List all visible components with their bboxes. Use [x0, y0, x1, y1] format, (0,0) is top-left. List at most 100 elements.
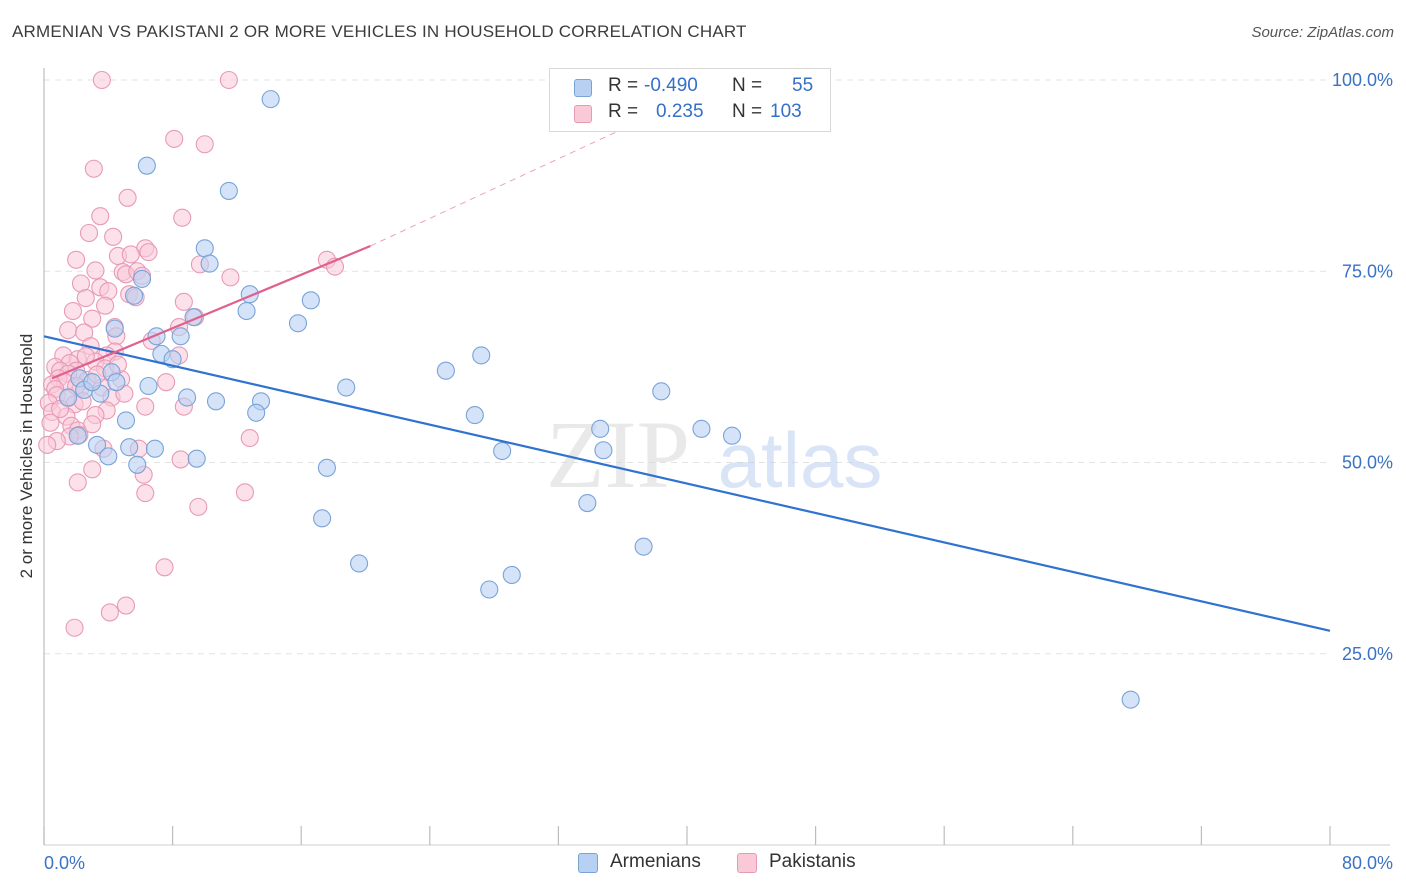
armenians-point: [200, 254, 219, 273]
pakistanis-point: [118, 188, 137, 207]
pakistanis-point: [195, 135, 214, 154]
x-tick-label: 0.0%: [44, 853, 85, 873]
pakistanis-point: [38, 435, 57, 454]
pakistanis-point: [136, 397, 155, 416]
pakistanis-point: [100, 603, 119, 622]
armenians-point: [195, 239, 214, 258]
armenians-point: [128, 455, 147, 474]
pakistanis-point: [68, 473, 87, 492]
pakistanis-legend-swatch: [737, 853, 757, 873]
pakistanis-point: [221, 268, 240, 287]
pakistanis-points: [38, 70, 345, 637]
armenians-point: [178, 388, 197, 407]
armenians-point: [139, 376, 158, 396]
legend-r-label: R =: [608, 101, 639, 122]
armenians-swatch: [574, 79, 592, 97]
pakistanis-point: [41, 413, 60, 432]
pakistanis-point: [63, 301, 82, 321]
y-tick-label: 50.0%: [1342, 453, 1393, 473]
pakistanis-swatch: [574, 105, 592, 123]
x-tick-label: 80.0%: [1342, 853, 1393, 873]
legend-n-value: 55: [792, 75, 814, 96]
pakistanis-point: [155, 558, 174, 577]
armenians-point: [133, 269, 152, 288]
armenians-point: [350, 554, 369, 573]
pakistanis-legend-label: Pakistanis: [769, 851, 856, 872]
pakistanis-point: [84, 159, 103, 178]
pakistanis-point: [173, 208, 192, 227]
pakistanis-point: [65, 618, 84, 637]
source-label: Source: ZipAtlas.com: [1251, 24, 1394, 41]
watermark: ZIP atlas: [546, 401, 882, 508]
armenians-point: [480, 580, 499, 599]
armenians-point: [105, 319, 124, 338]
armenians-point: [288, 314, 308, 333]
armenians-legend-label: Armenians: [610, 851, 701, 872]
pakistanis-point: [91, 207, 110, 226]
armenians-points: [59, 90, 1140, 709]
armenians-point: [591, 419, 610, 438]
armenians-point: [68, 426, 87, 445]
series-legend: Armenians Pakistanis: [0, 850, 1406, 880]
armenians-point: [87, 435, 107, 454]
pakistanis-point: [59, 321, 78, 340]
y-axis-label: 2 or more Vehicles in Household: [17, 334, 36, 579]
armenians-point: [634, 537, 653, 556]
pakistanis-point: [157, 373, 176, 392]
pakistanis-point: [174, 292, 193, 311]
armenians-point: [83, 373, 102, 392]
armenians-point: [206, 392, 226, 411]
pakistanis-point: [171, 450, 190, 469]
pakistanis-point: [83, 460, 102, 479]
armenians-point: [692, 419, 711, 438]
legend-n-label: N =: [732, 75, 763, 96]
legend-r-value: -0.490: [644, 75, 698, 96]
legend-r-value: 0.235: [656, 101, 704, 122]
pakistanis-point: [96, 296, 115, 315]
armenians-point: [652, 382, 671, 401]
armenians-point: [163, 350, 182, 369]
pakistanis-point: [139, 243, 158, 262]
pakistanis-point: [189, 497, 208, 516]
pakistanis-point: [104, 227, 123, 246]
y-tick-label: 75.0%: [1342, 261, 1393, 281]
armenians-point: [1121, 690, 1140, 709]
legend-r-label: R =: [608, 75, 639, 96]
pakistanis-trend-line: [51, 244, 371, 380]
chart-title: ARMENIAN VS PAKISTANI 2 OR MORE VEHICLES…: [12, 22, 747, 41]
armenians-point: [107, 373, 126, 392]
armenians-point: [187, 449, 206, 468]
pakistanis-point: [76, 288, 95, 308]
pakistanis-point: [86, 261, 105, 280]
armenians-point: [137, 156, 156, 175]
pakistanis-point: [219, 70, 238, 90]
grid-lines: [44, 79, 1330, 655]
pakistanis-point: [79, 223, 99, 243]
pakistanis-point: [240, 428, 259, 448]
armenians-point: [261, 90, 280, 109]
armenians-point: [171, 327, 190, 346]
y-tick-label: 25.0%: [1342, 644, 1393, 664]
pakistanis-point: [92, 70, 111, 90]
armenians-point: [237, 301, 256, 321]
armenians-point: [317, 458, 336, 477]
armenians-point: [502, 565, 521, 585]
armenians-point: [124, 286, 144, 305]
pakistanis-point: [67, 250, 86, 269]
axes: [43, 68, 1390, 846]
trend-lines: [43, 98, 1331, 632]
armenians-point: [59, 388, 78, 407]
pakistanis-point: [136, 484, 155, 503]
armenians-point: [313, 509, 332, 528]
armenians-point: [337, 378, 356, 397]
armenians-point: [120, 438, 139, 457]
armenians-point: [493, 441, 512, 461]
armenians-trend-line: [43, 335, 1331, 632]
pakistanis-point: [165, 129, 184, 148]
armenians-point: [247, 403, 266, 422]
watermark-atlas: atlas: [718, 416, 883, 504]
y-tick-label: 100.0%: [1332, 70, 1393, 90]
legend-n-value: 103: [770, 101, 802, 122]
armenians-point: [99, 447, 118, 466]
pakistanis-point: [83, 415, 102, 434]
